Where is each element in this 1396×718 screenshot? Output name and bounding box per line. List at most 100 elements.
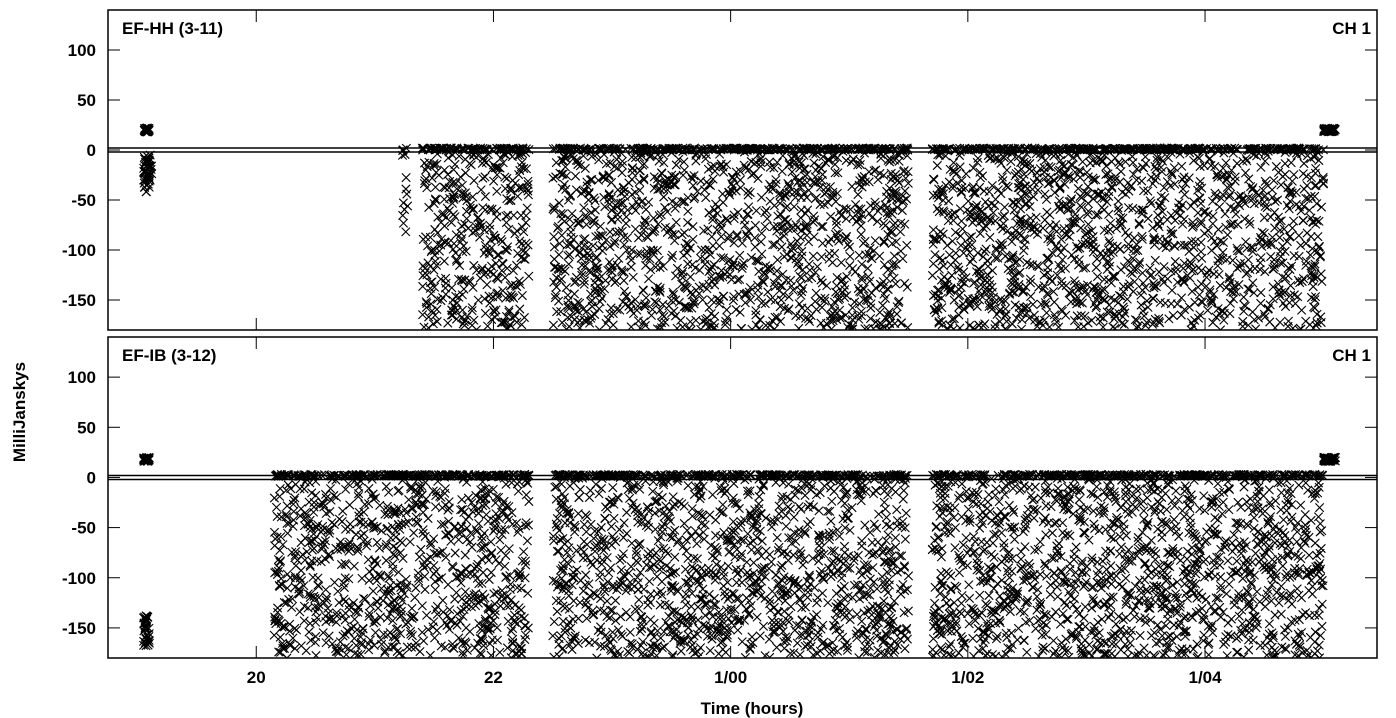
data-point bbox=[519, 227, 529, 237]
data-point bbox=[515, 304, 525, 314]
data-point bbox=[1053, 201, 1064, 211]
data-point bbox=[439, 256, 449, 266]
data-point bbox=[556, 307, 566, 317]
data-point bbox=[1243, 284, 1253, 294]
data-point bbox=[1107, 181, 1117, 192]
data-point bbox=[857, 182, 867, 192]
data-point bbox=[1239, 292, 1249, 302]
data-point bbox=[668, 179, 679, 189]
data-point bbox=[473, 295, 483, 305]
data-point bbox=[777, 242, 787, 252]
data-point bbox=[452, 298, 462, 308]
data-point bbox=[811, 304, 821, 314]
data-point bbox=[974, 320, 984, 330]
data-point bbox=[1137, 268, 1148, 278]
data-point bbox=[440, 488, 450, 498]
data-point bbox=[614, 227, 624, 237]
data-point bbox=[795, 311, 805, 322]
data-point bbox=[988, 208, 998, 218]
data-point bbox=[944, 250, 955, 260]
data-point bbox=[1185, 148, 1195, 158]
data-point bbox=[1221, 283, 1231, 293]
data-point bbox=[708, 212, 718, 222]
data-point bbox=[1064, 232, 1074, 242]
data-point bbox=[345, 525, 355, 535]
data-point bbox=[980, 319, 990, 329]
data-point bbox=[1131, 265, 1141, 275]
data-point bbox=[715, 271, 725, 281]
data-point bbox=[457, 495, 467, 505]
data-point bbox=[429, 161, 439, 171]
data-point bbox=[769, 163, 779, 173]
data-point bbox=[895, 227, 905, 237]
data-point bbox=[1088, 242, 1098, 252]
data-point bbox=[313, 580, 323, 590]
data-point bbox=[659, 184, 669, 194]
data-point bbox=[618, 198, 628, 208]
data-point bbox=[927, 270, 938, 281]
data-point bbox=[997, 297, 1007, 307]
data-point bbox=[549, 254, 559, 264]
data-point bbox=[1058, 201, 1068, 211]
data-point bbox=[1077, 239, 1087, 249]
data-point bbox=[831, 216, 842, 226]
data-point bbox=[450, 548, 460, 558]
data-point bbox=[283, 528, 293, 538]
data-point bbox=[1298, 274, 1309, 284]
data-point bbox=[1043, 179, 1053, 189]
data-point bbox=[855, 155, 865, 165]
data-point bbox=[818, 169, 828, 180]
data-point bbox=[502, 245, 512, 255]
data-point bbox=[364, 483, 374, 494]
data-point bbox=[705, 250, 715, 260]
data-point bbox=[1296, 324, 1306, 330]
data-point bbox=[813, 176, 823, 186]
data-point bbox=[959, 278, 969, 288]
data-point bbox=[751, 157, 761, 167]
data-point bbox=[585, 265, 595, 275]
data-point bbox=[461, 168, 471, 178]
data-point bbox=[821, 158, 831, 168]
data-point bbox=[732, 230, 742, 240]
data-point bbox=[804, 185, 814, 195]
panel-channel: CH 1 bbox=[1332, 19, 1371, 38]
data-point bbox=[870, 197, 880, 207]
data-point bbox=[275, 632, 285, 642]
data-point bbox=[729, 210, 739, 220]
data-point bbox=[765, 196, 775, 206]
data-point bbox=[584, 189, 594, 199]
data-point bbox=[1256, 162, 1266, 172]
data-point bbox=[1141, 158, 1151, 169]
data-point bbox=[1116, 265, 1126, 275]
data-point bbox=[1160, 193, 1170, 203]
data-point bbox=[1056, 276, 1066, 286]
data-point bbox=[500, 272, 510, 283]
data-point bbox=[656, 210, 666, 220]
data-point bbox=[279, 643, 289, 654]
data-point bbox=[714, 299, 724, 309]
data-point bbox=[563, 302, 573, 312]
data-point bbox=[448, 310, 458, 320]
data-point bbox=[986, 153, 996, 163]
data-point bbox=[1187, 236, 1197, 246]
data-point bbox=[1058, 169, 1068, 180]
data-point bbox=[1202, 268, 1212, 278]
data-point bbox=[768, 240, 778, 250]
data-point bbox=[475, 648, 486, 658]
data-point bbox=[973, 264, 984, 274]
data-point bbox=[900, 186, 910, 196]
data-point bbox=[648, 245, 658, 256]
data-point bbox=[446, 310, 456, 320]
data-point bbox=[1166, 266, 1176, 276]
data-point bbox=[804, 259, 814, 269]
data-point bbox=[1235, 258, 1245, 268]
data-point bbox=[522, 536, 532, 546]
data-point bbox=[1288, 323, 1298, 330]
data-point bbox=[707, 261, 717, 272]
data-point bbox=[737, 263, 747, 273]
data-point bbox=[582, 306, 592, 316]
data-point bbox=[1091, 262, 1101, 273]
data-point bbox=[1114, 206, 1124, 216]
data-point bbox=[512, 583, 522, 593]
data-point bbox=[581, 210, 591, 220]
